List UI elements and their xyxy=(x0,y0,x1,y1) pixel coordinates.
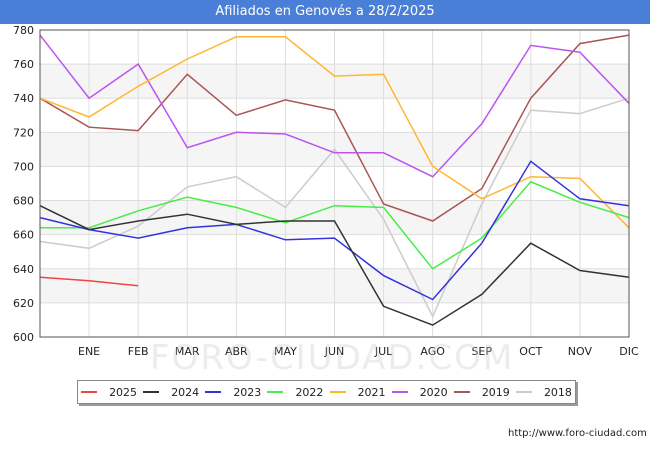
x-tick-label: JUN xyxy=(324,345,345,358)
y-tick-label: 680 xyxy=(13,195,34,208)
x-tick-label: ENE xyxy=(78,345,100,358)
chart-title: Afiliados en Genovés a 28/2/2025 xyxy=(0,0,650,24)
y-tick-label: 700 xyxy=(13,160,34,173)
axes xyxy=(39,29,630,338)
legend-label: 2019 xyxy=(481,385,510,399)
x-tick-label: JUL xyxy=(374,345,393,358)
legend-item-2020: 2020 xyxy=(391,385,448,399)
footer-url: http://www.foro-ciudad.com xyxy=(508,428,647,439)
legend-item-2019: 2019 xyxy=(453,385,510,399)
legend-label: 2023 xyxy=(233,385,262,399)
legend-item-2025: 2025 xyxy=(81,386,137,399)
legend-item-2023: 2023 xyxy=(205,386,261,399)
legend-item-2021: 2021 xyxy=(329,385,386,399)
legend-swatch xyxy=(453,391,470,393)
y-tick-label: 780 xyxy=(13,24,34,37)
series-line-2020 xyxy=(39,34,630,178)
y-tick-label: 660 xyxy=(13,229,34,242)
legend-item-2018: 2018 xyxy=(515,385,572,399)
x-tick-label: FEB xyxy=(128,345,149,358)
series-line-2022 xyxy=(40,180,630,270)
legend-swatch xyxy=(391,391,408,393)
legend-swatch xyxy=(329,391,346,393)
watermark: FORO-CIUDAD.COM xyxy=(150,338,515,378)
series-line-2019 xyxy=(39,34,630,222)
legend-label: 2021 xyxy=(357,385,386,399)
x-tick-label: AGO xyxy=(420,345,445,358)
y-tick-label: 740 xyxy=(13,92,34,105)
legend-label: 2025 xyxy=(109,385,138,399)
legend-label: 2024 xyxy=(171,385,200,399)
legend-item-2024: 2024 xyxy=(143,386,199,399)
legend-label: 2020 xyxy=(419,385,448,399)
y-tick-label: 620 xyxy=(13,297,34,310)
legend-swatch xyxy=(81,391,98,393)
x-tick-label: MAR xyxy=(175,345,200,358)
legend-label: 2022 xyxy=(295,385,324,399)
plot-border xyxy=(39,29,630,338)
legend-label: 2018 xyxy=(543,385,572,399)
series-line-2023 xyxy=(39,160,630,301)
y-tick-labels: 600 620 640 660 680 700 720 740 760 780 xyxy=(13,24,34,344)
series-line-2024 xyxy=(39,205,630,326)
legend-swatch xyxy=(143,391,160,393)
x-tick-label: MAY xyxy=(274,345,297,358)
x-tick-label: OCT xyxy=(519,345,542,358)
legend-swatch xyxy=(515,391,532,393)
x-tick-label: NOV xyxy=(568,345,593,358)
legend-swatch xyxy=(267,391,284,393)
x-tick-label: ABR xyxy=(225,345,248,358)
x-tick-label: SEP xyxy=(471,345,492,358)
x-tick-label: DIC xyxy=(619,345,639,358)
y-tick-label: 640 xyxy=(13,263,34,276)
y-tick-label: 760 xyxy=(13,58,34,71)
series-line-2021 xyxy=(39,36,630,229)
series-line-2025 xyxy=(39,276,139,287)
series-line-2018 xyxy=(39,97,630,319)
legend-item-2022: 2022 xyxy=(267,386,323,399)
series-lines xyxy=(39,34,630,326)
legend-swatch xyxy=(205,391,222,393)
y-tick-label: 720 xyxy=(13,126,34,139)
y-tick-label: 600 xyxy=(13,331,34,344)
legend: 2025 2024 2023 2022 2021 2020 2019 2018 xyxy=(77,380,576,404)
x-tick-labels: ENE FEB MAR ABR MAY JUN JUL AGO SEP OCT NOV DIC xyxy=(78,345,639,358)
